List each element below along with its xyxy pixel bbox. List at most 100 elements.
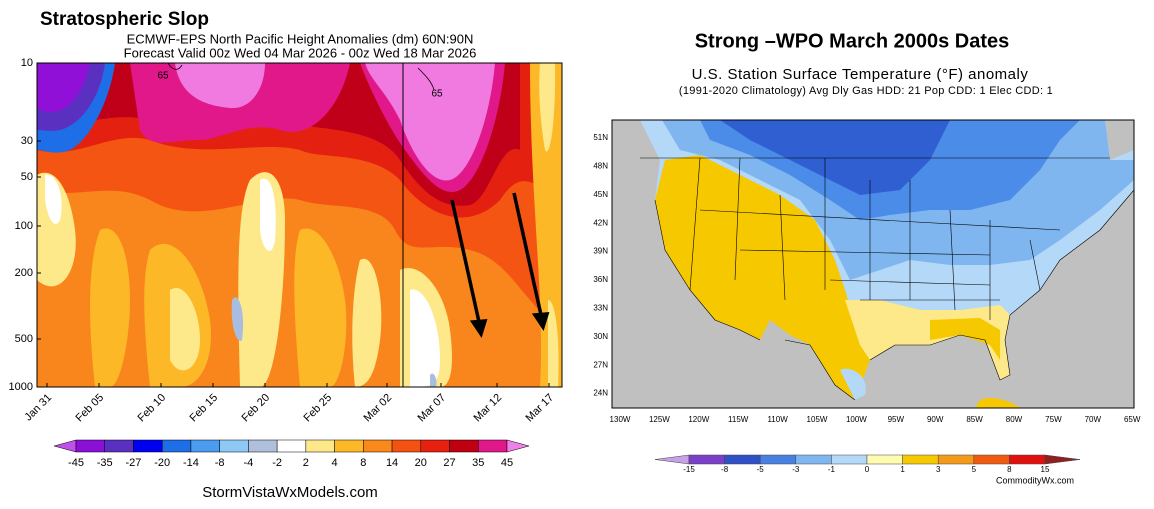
colorbar-label: 8 bbox=[1007, 465, 1012, 474]
colorbar-swatch bbox=[937, 454, 975, 465]
left-subtitle: Forecast Valid 00z Wed 04 Mar 2026 - 00z… bbox=[124, 45, 477, 60]
plot-frame bbox=[36, 62, 563, 388]
x-axis-label: Mar 07 bbox=[415, 392, 448, 425]
height-anomaly-plot bbox=[37, 63, 562, 387]
y-axis-label: 500 bbox=[15, 333, 33, 345]
colorbar-swatch bbox=[104, 439, 134, 453]
longitude-label: 65W bbox=[1124, 415, 1141, 424]
longitude-label: 120W bbox=[688, 415, 709, 424]
colorbar-label: -8 bbox=[721, 465, 729, 474]
colorbar-label: 2 bbox=[303, 457, 309, 469]
colorbar-label: 3 bbox=[936, 465, 941, 474]
colorbar-swatch bbox=[902, 454, 939, 465]
x-axis-label: Feb 15 bbox=[187, 392, 220, 425]
colorbar-swatch bbox=[363, 439, 393, 453]
colorbar-swatch bbox=[478, 439, 508, 453]
contour-label: 65 bbox=[431, 89, 443, 100]
longitude-label: 80W bbox=[1006, 415, 1023, 424]
colorbar-label: -4 bbox=[244, 457, 254, 469]
colorbar-label: -15 bbox=[683, 465, 695, 474]
colorbar-label: -1 bbox=[828, 465, 836, 474]
colorbar-label: -5 bbox=[757, 465, 765, 474]
colorbar-end bbox=[1044, 454, 1081, 465]
colorbar-swatch bbox=[305, 439, 335, 453]
colorbar-label: -35 bbox=[97, 457, 113, 469]
colorbar-swatch bbox=[161, 439, 192, 453]
colorbar-label: 8 bbox=[360, 457, 366, 469]
latitude-label: 45N bbox=[593, 190, 608, 199]
latitude-label: 39N bbox=[593, 247, 608, 256]
x-axis-label: Mar 02 bbox=[361, 392, 394, 425]
longitude-label: 130W bbox=[610, 415, 631, 424]
y-axis-label: 200 bbox=[15, 267, 33, 279]
y-axis-label: 100 bbox=[15, 220, 33, 232]
colorbar-swatch bbox=[866, 454, 903, 465]
colorbar-swatch bbox=[831, 454, 868, 465]
longitude-label: 70W bbox=[1085, 415, 1102, 424]
colorbar-swatch bbox=[190, 439, 220, 453]
y-axis-label: 30 bbox=[21, 135, 33, 147]
credit: CommodityWx.com bbox=[996, 475, 1074, 485]
longitude-label: 105W bbox=[807, 415, 828, 424]
colorbar-label: 4 bbox=[332, 457, 338, 469]
colorbar-swatch bbox=[688, 454, 725, 465]
latitude-label: 48N bbox=[593, 162, 608, 171]
colorbar-label: -3 bbox=[792, 465, 800, 474]
longitude-label: 75W bbox=[1045, 415, 1062, 424]
colorbar-label: 27 bbox=[443, 457, 455, 469]
colorbar-swatch bbox=[334, 439, 364, 453]
colorbar-swatch bbox=[248, 439, 278, 453]
left-title: Stratospheric Slop bbox=[40, 9, 209, 30]
x-axis-label: Feb 05 bbox=[73, 392, 106, 425]
colorbar-swatch bbox=[449, 439, 479, 453]
info-line: (1991-2020 Climatology) Avg Dly Gas HDD:… bbox=[679, 85, 1053, 97]
longitude-label: 115W bbox=[728, 415, 749, 424]
colorbar-label: 0 bbox=[865, 465, 870, 474]
latitude-label: 30N bbox=[593, 332, 608, 341]
colorbar-label: -14 bbox=[183, 457, 199, 469]
longitude-label: 85W bbox=[966, 415, 983, 424]
right-subtitle: U.S. Station Surface Temperature (°F) an… bbox=[692, 66, 1029, 83]
temperature-anomaly-map bbox=[612, 120, 1134, 408]
colorbar-label: 15 bbox=[1041, 465, 1050, 474]
colorbar-end bbox=[654, 454, 690, 465]
latitude-label: 51N bbox=[593, 133, 608, 142]
colorbar-label: 45 bbox=[501, 457, 513, 469]
colorbar-label: 1 bbox=[900, 465, 905, 474]
colorbar-swatch bbox=[973, 454, 1010, 465]
colorbar-label: -27 bbox=[126, 457, 142, 469]
x-axis-label: Feb 20 bbox=[239, 392, 272, 425]
colorbar-label: -2 bbox=[272, 457, 282, 469]
longitude-label: 125W bbox=[649, 415, 670, 424]
footer: StormVistaWxModels.com bbox=[202, 484, 378, 501]
longitude-label: 110W bbox=[767, 415, 788, 424]
colorbar-label: 35 bbox=[472, 457, 484, 469]
colorbar-swatch bbox=[795, 454, 832, 465]
trend-arrows bbox=[450, 192, 550, 339]
colorbar-swatch bbox=[276, 439, 307, 453]
colorbar-label: -8 bbox=[215, 457, 225, 469]
x-axis-label: Mar 12 bbox=[471, 392, 504, 425]
colorbar-swatch bbox=[724, 454, 761, 465]
colorbar-label: -20 bbox=[154, 457, 170, 469]
longitude-label: 90W bbox=[927, 415, 944, 424]
colorbar-label: 14 bbox=[386, 457, 398, 469]
latitude-label: 33N bbox=[593, 304, 608, 313]
latitude-label: 27N bbox=[593, 360, 608, 369]
colorbar-swatch bbox=[391, 439, 422, 453]
longitude-label: 95W bbox=[888, 415, 905, 424]
latitude-label: 42N bbox=[593, 218, 608, 227]
x-axis-label: Feb 10 bbox=[135, 392, 168, 425]
colorbar-swatch bbox=[1009, 454, 1046, 465]
x-axis-label: Feb 25 bbox=[301, 392, 334, 425]
left-subtitle: ECMWF-EPS North Pacific Height Anomalies… bbox=[127, 31, 474, 46]
colorbar-swatch bbox=[75, 439, 105, 453]
colorbar-swatch bbox=[133, 439, 163, 453]
right-title: Strong –WPO March 2000s Dates bbox=[695, 30, 1010, 52]
y-axis-label: 1000 bbox=[9, 381, 33, 393]
colorbar-swatch bbox=[219, 439, 249, 453]
colorbar-label: -45 bbox=[68, 457, 84, 469]
colorbar-swatch bbox=[759, 454, 797, 465]
y-axis-label: 10 bbox=[21, 57, 33, 69]
